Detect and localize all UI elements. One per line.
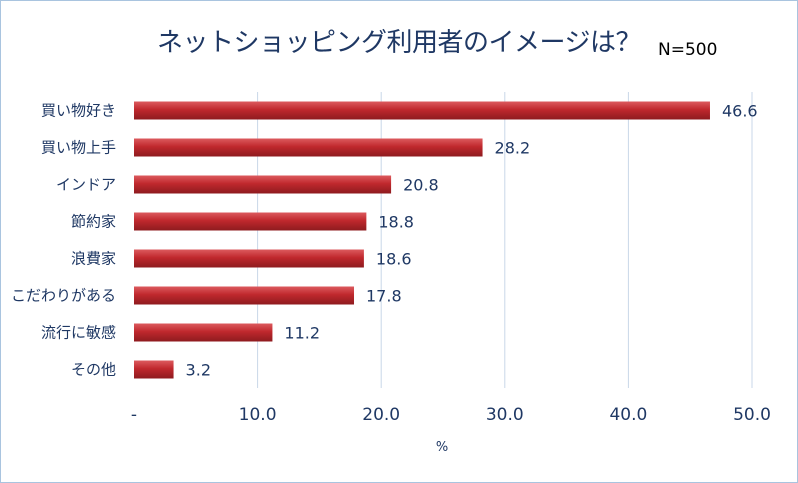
bar — [134, 175, 392, 194]
bar — [134, 101, 710, 120]
bar — [134, 360, 174, 379]
data-label: 17.8 — [366, 287, 402, 306]
bars — [134, 101, 710, 379]
category-label: 流行に敏感 — [41, 324, 116, 342]
bar — [134, 323, 273, 342]
x-tick-label: 50.0 — [733, 405, 771, 425]
bar — [134, 212, 367, 231]
x-tick-label: 10.0 — [239, 405, 277, 425]
gridlines — [257, 92, 753, 388]
x-tick-label: - — [131, 405, 137, 425]
data-label: 18.8 — [378, 213, 414, 232]
x-tick-label: 30.0 — [486, 405, 524, 425]
category-label: その他 — [71, 361, 116, 379]
data-label: 20.8 — [403, 176, 439, 195]
sample-size-label: N=500 — [658, 40, 718, 60]
category-label: 買い物上手 — [41, 139, 116, 157]
data-label: 11.2 — [284, 324, 320, 343]
category-label: インドア — [56, 176, 116, 194]
category-label: 買い物好き — [41, 102, 116, 120]
labels: - 10.0 20.0 30.0 40.0 50.0 買い物好き 46.6 買い物上手 28.2 イ… — [11, 102, 771, 426]
category-label: 節約家 — [71, 213, 116, 231]
x-tick-label: 20.0 — [362, 405, 400, 425]
data-label: 28.2 — [495, 139, 531, 158]
category-label: 浪費家 — [71, 250, 116, 268]
data-label: 3.2 — [186, 361, 211, 380]
x-axis-title: % — [436, 440, 448, 455]
bar — [134, 138, 483, 157]
category-label: こだわりがある — [11, 287, 116, 305]
data-label: 18.6 — [376, 250, 412, 269]
bar — [134, 249, 364, 268]
data-label: 46.6 — [722, 102, 758, 121]
bar — [134, 286, 355, 305]
chart-title: ネットショッピング利用者のイメージは？ — [157, 28, 641, 58]
x-tick-label: 40.0 — [609, 405, 647, 425]
